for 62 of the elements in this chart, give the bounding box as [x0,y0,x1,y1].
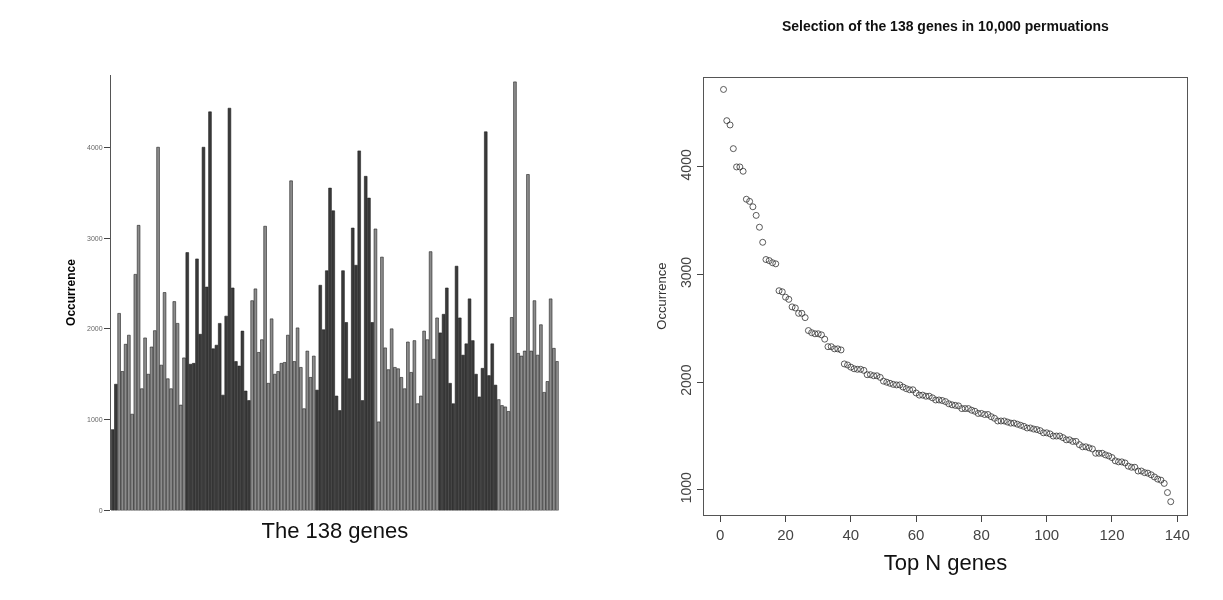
y-tick-label: 1000 [678,471,695,504]
bar [227,107,232,511]
x-tick-label: 20 [777,525,794,543]
bar [117,313,121,511]
bar [253,288,258,511]
bar [305,350,309,511]
bar [526,174,530,511]
y-axis-title: Occurrence [64,258,79,326]
x-tick-label: 100 [1034,525,1060,543]
chart-title: Selection of the 138 genes in 10,000 permuations [782,18,1109,34]
bar [208,111,212,511]
x-tick-label: 140 [1164,525,1190,543]
bar [218,323,222,511]
x-axis-title: The 138 genes [261,518,409,544]
x-axis-title: Top N genes [883,549,1008,575]
bar [412,340,417,511]
bar [389,328,394,511]
x-tick-label: 60 [907,525,925,543]
bar [263,225,267,511]
y-axis-title: Occurrence [654,262,670,330]
bar [539,324,543,511]
bar [454,265,459,511]
bar [289,180,293,511]
y-tick-label: 4000 [678,149,695,181]
bar [422,330,426,511]
bar [406,341,410,511]
x-tick-label: 0 [716,525,725,543]
bar [185,252,189,511]
bar [201,146,206,511]
bar [240,330,245,511]
bar [156,146,160,511]
x-tick-label: 40 [842,525,860,543]
bar [445,287,449,511]
bar [548,298,553,511]
bar [532,300,537,511]
bar [484,131,488,511]
y-tick-label: 2000 [678,364,695,396]
bar [328,187,332,511]
bar [143,337,147,511]
bar [351,227,355,511]
bar [295,327,300,511]
bar [503,406,507,511]
bar [312,355,316,511]
bar [467,298,472,511]
bar [318,284,322,511]
bar [373,228,378,511]
bar [435,317,439,511]
bar [195,258,199,511]
bar [341,270,345,511]
bar [364,176,368,511]
bar [269,318,274,511]
y-tick-label: 3000 [678,256,695,289]
bar [127,334,131,511]
bar [357,150,361,511]
x-tick-label: 80 [973,525,990,543]
bar [428,251,433,511]
bar [380,256,384,511]
bar [162,292,167,511]
bar [172,301,176,511]
x-tick-label: 120 [1099,525,1125,543]
bar [513,81,517,511]
bar [136,225,141,511]
